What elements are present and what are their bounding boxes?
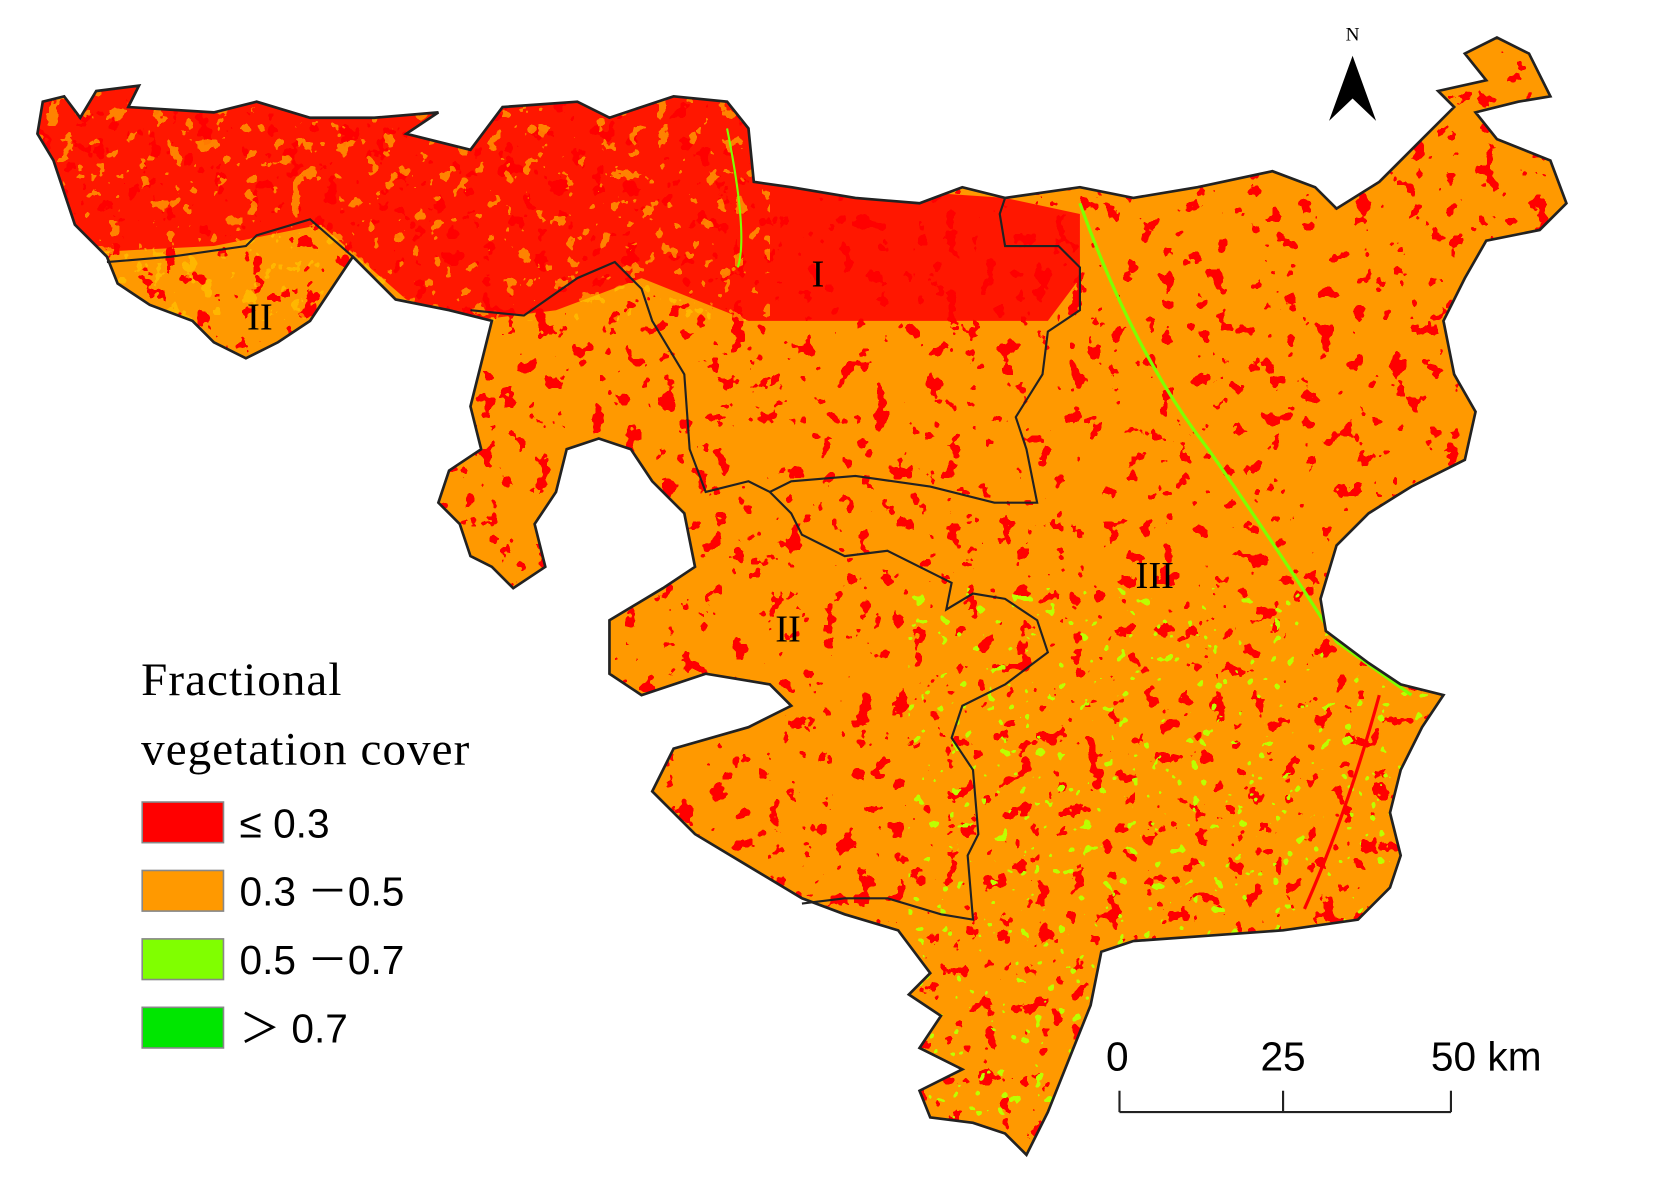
region-label: II: [775, 609, 801, 651]
legend-label: 0.5 －0.7: [240, 937, 405, 983]
river: [1078, 202, 1413, 697]
river: [1302, 694, 1381, 910]
scale-label: 25: [1260, 1033, 1305, 1079]
legend-swatch: [141, 1006, 225, 1049]
legend-swatch: [141, 938, 225, 981]
legend-title: vegetation cover: [141, 724, 470, 776]
legend-label: ≤ 0.3: [240, 800, 330, 846]
north-label: N: [1346, 25, 1360, 46]
legend-label: ＞ 0.7: [240, 1006, 348, 1052]
legend-label: 0.3 －0.5: [240, 869, 405, 915]
river: [726, 128, 743, 268]
orange-speckle: [37, 37, 770, 321]
legend-title: Fractional: [141, 654, 342, 706]
region-label: I: [812, 254, 825, 296]
scale-bar: [1118, 1090, 1453, 1114]
region-label: III: [1136, 555, 1174, 597]
scale-label: 0: [1106, 1033, 1129, 1079]
legend-swatch: [141, 869, 225, 912]
region-label: II: [247, 296, 273, 338]
north-arrow: [1329, 55, 1377, 121]
scale-label: 50 km: [1431, 1033, 1542, 1079]
region-boundaries: [106, 197, 1081, 921]
legend: Fractional vegetation cover ≤ 0.3 0.3 －0.…: [141, 654, 470, 1052]
legend-swatch: [141, 801, 225, 844]
